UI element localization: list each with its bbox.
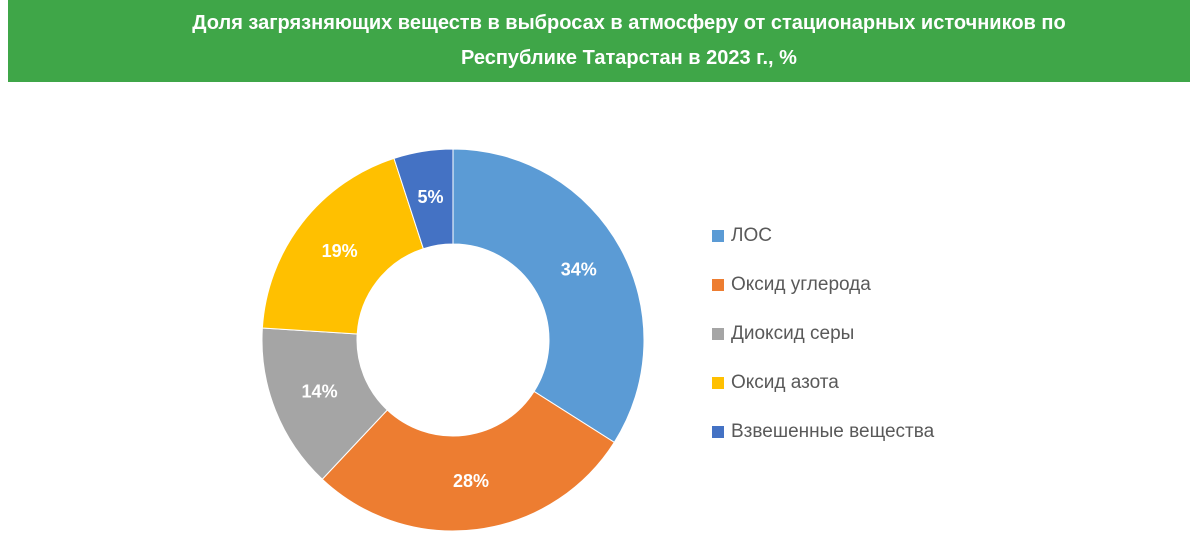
data-label: 19% <box>322 241 358 261</box>
slice <box>321 390 615 532</box>
legend-swatch <box>712 230 724 242</box>
legend-swatch <box>712 279 724 291</box>
slice <box>393 148 454 250</box>
data-label: 14% <box>302 382 338 402</box>
legend-label: Оксид азота <box>731 372 839 393</box>
legend-label: Взвешенные вещества <box>731 421 935 442</box>
legend-swatch <box>712 426 724 438</box>
slice <box>452 148 645 444</box>
data-label: 28% <box>453 471 489 491</box>
legend-label: ЛОС <box>731 225 772 246</box>
data-label: 34% <box>561 260 597 280</box>
title-banner: Доля загрязняющих веществ в выбросах в а… <box>8 0 1190 82</box>
data-label: 5% <box>418 187 444 207</box>
chart-title: Доля загрязняющих веществ в выбросах в а… <box>192 12 1066 69</box>
legend-swatch <box>712 377 724 389</box>
legend-swatch <box>712 328 724 340</box>
legend-label: Диоксид серы <box>731 323 854 344</box>
slice <box>261 157 424 335</box>
legend-label: Оксид углерода <box>731 274 871 295</box>
